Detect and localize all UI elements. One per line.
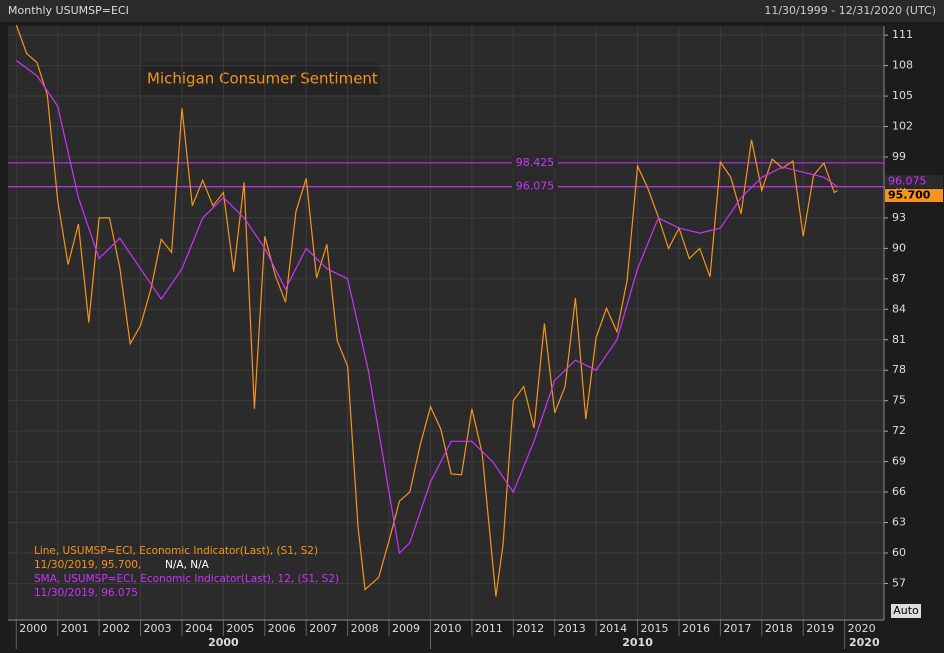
x-tick-label: 2013 bbox=[558, 622, 586, 635]
y-tick-label: 102 bbox=[892, 120, 913, 133]
series-line bbox=[15, 24, 838, 597]
y-tick-label: 105 bbox=[892, 89, 913, 102]
y-tick-label: 66 bbox=[892, 485, 906, 498]
auto-label[interactable]: Auto bbox=[893, 604, 919, 617]
x-tick-label: 2010 bbox=[433, 622, 461, 635]
reference-label-bg bbox=[512, 155, 558, 169]
chart-title: Michigan Consumer Sentiment bbox=[147, 70, 378, 88]
x-tick-label: 2019 bbox=[806, 622, 834, 635]
y-tick-label: 72 bbox=[892, 424, 906, 437]
reference-label: 96.075 bbox=[516, 180, 555, 193]
x-tick-label: 2020 bbox=[848, 622, 876, 635]
plot-area bbox=[8, 26, 884, 620]
legend-entry: SMA, USUMSP=ECI, Economic Indicator(Last… bbox=[34, 573, 339, 585]
y-tick-label: 99 bbox=[892, 150, 906, 163]
y-tick-label: 57 bbox=[892, 576, 906, 589]
x-tick-label: 2004 bbox=[185, 622, 213, 635]
x-tick-label: 2008 bbox=[351, 622, 379, 635]
x-tick-label: 2011 bbox=[475, 622, 503, 635]
x-tick-label: 2006 bbox=[268, 622, 296, 635]
x-tick-label: 2014 bbox=[599, 622, 627, 635]
y-tick-label: 93 bbox=[892, 211, 906, 224]
last-value-box bbox=[885, 188, 943, 202]
y-tick-label: 84 bbox=[892, 302, 906, 315]
x-tick-label: 2015 bbox=[641, 622, 669, 635]
decade-label: 2010 bbox=[622, 636, 653, 649]
series-line bbox=[15, 60, 838, 555]
last-value-label: 95.700 bbox=[888, 188, 931, 201]
header-bar bbox=[0, 0, 944, 22]
x-tick-label: 2012 bbox=[516, 622, 544, 635]
x-tick-label: 2007 bbox=[309, 622, 337, 635]
header-title: Monthly USUMSP=ECI bbox=[8, 4, 129, 17]
y-tick-label: 69 bbox=[892, 455, 906, 468]
x-tick-label: 2002 bbox=[102, 622, 130, 635]
x-tick-label: 2003 bbox=[144, 622, 172, 635]
header-range: 11/30/1999 - 12/31/2020 (UTC) bbox=[764, 4, 936, 17]
x-tick-label: 2005 bbox=[226, 622, 254, 635]
decade-label: 2020 bbox=[849, 636, 880, 649]
y-tick-label: 78 bbox=[892, 363, 906, 376]
legend-entry: N/A, N/A bbox=[165, 559, 210, 571]
x-tick-label: 2000 bbox=[19, 622, 47, 635]
x-tick-label: 2001 bbox=[61, 622, 89, 635]
x-tick-label: 2016 bbox=[682, 622, 710, 635]
x-tick-label: 2009 bbox=[392, 622, 420, 635]
y-tick-label: 63 bbox=[892, 516, 906, 529]
reference-label-bg bbox=[512, 179, 558, 193]
legend-entry: 11/30/2019, 95.700, bbox=[34, 559, 141, 571]
last-value-box bbox=[885, 175, 943, 189]
reference-label: 98.425 bbox=[516, 156, 555, 169]
y-tick-label: 90 bbox=[892, 241, 906, 254]
title-box bbox=[140, 63, 380, 95]
y-tick-label: 75 bbox=[892, 394, 906, 407]
y-tick-label: 111 bbox=[892, 28, 913, 41]
decade-label: 2000 bbox=[208, 636, 239, 649]
y-tick-label: 87 bbox=[892, 272, 906, 285]
y-tick-label: 108 bbox=[892, 59, 913, 72]
legend-entry: Line, USUMSP=ECI, Economic Indicator(Las… bbox=[34, 545, 318, 557]
last-value-label: 96.075 bbox=[888, 175, 927, 188]
x-tick-label: 2017 bbox=[723, 622, 751, 635]
y-tick-label: 81 bbox=[892, 333, 906, 346]
y-tick-label: 60 bbox=[892, 546, 906, 559]
legend-entry: 11/30/2019, 96.075 bbox=[34, 587, 138, 599]
auto-button[interactable] bbox=[891, 604, 921, 618]
x-tick-label: 2018 bbox=[765, 622, 793, 635]
